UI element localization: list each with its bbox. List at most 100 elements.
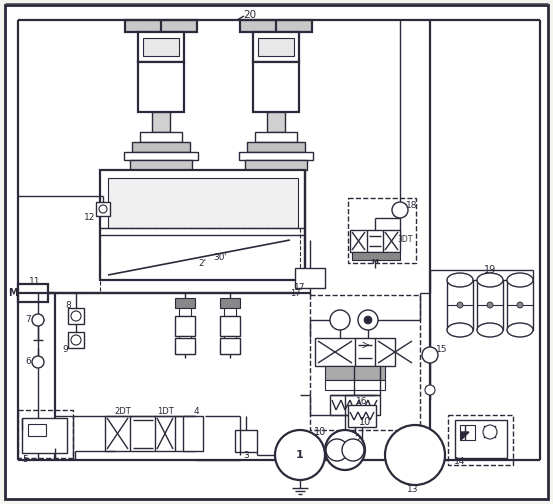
Text: 19: 19 xyxy=(484,265,496,275)
Bar xyxy=(330,395,380,415)
Circle shape xyxy=(325,430,365,470)
Text: 17: 17 xyxy=(294,283,306,292)
Bar xyxy=(124,152,198,160)
Bar xyxy=(18,410,73,458)
Bar xyxy=(68,308,84,324)
Text: 2': 2' xyxy=(198,259,206,268)
Polygon shape xyxy=(33,340,43,348)
Bar xyxy=(28,424,46,436)
Polygon shape xyxy=(461,432,469,440)
Bar xyxy=(348,405,376,427)
Text: 14: 14 xyxy=(455,458,466,467)
Bar xyxy=(138,32,184,62)
Bar xyxy=(258,38,294,56)
Ellipse shape xyxy=(477,273,503,287)
Bar xyxy=(253,62,299,112)
Bar xyxy=(105,416,195,451)
Bar xyxy=(477,280,503,330)
Text: 17: 17 xyxy=(290,288,300,297)
Text: M: M xyxy=(8,288,18,298)
Circle shape xyxy=(330,310,350,330)
Bar xyxy=(455,420,507,458)
Bar xyxy=(220,316,240,336)
Bar xyxy=(224,308,236,316)
Bar xyxy=(68,332,84,348)
Text: 10: 10 xyxy=(359,417,371,427)
Bar xyxy=(352,252,400,260)
Text: 7: 7 xyxy=(25,316,31,325)
Circle shape xyxy=(422,347,438,363)
Bar xyxy=(132,142,190,152)
Bar xyxy=(310,295,420,430)
Circle shape xyxy=(425,385,435,395)
Bar xyxy=(224,336,236,344)
Circle shape xyxy=(99,205,107,213)
Text: 1: 1 xyxy=(296,450,304,460)
Bar xyxy=(267,112,285,132)
Bar xyxy=(175,316,195,336)
Text: 16: 16 xyxy=(356,398,368,407)
Bar xyxy=(507,280,533,330)
Text: 10: 10 xyxy=(314,427,326,437)
Bar xyxy=(22,418,67,453)
Bar xyxy=(179,336,191,344)
Bar xyxy=(240,20,312,32)
Text: 5: 5 xyxy=(22,456,28,465)
Text: 4: 4 xyxy=(193,408,199,416)
Bar xyxy=(448,415,513,465)
Bar xyxy=(348,198,416,263)
Circle shape xyxy=(483,425,497,439)
Circle shape xyxy=(32,314,44,326)
Text: 6: 6 xyxy=(25,357,31,366)
Bar xyxy=(18,284,48,302)
Text: 30': 30' xyxy=(213,254,227,263)
Text: 18: 18 xyxy=(406,201,418,210)
Bar xyxy=(125,20,197,32)
Bar xyxy=(138,62,184,112)
Ellipse shape xyxy=(507,273,533,287)
Ellipse shape xyxy=(447,323,473,337)
Circle shape xyxy=(385,425,445,485)
Bar xyxy=(235,430,257,452)
Text: 3: 3 xyxy=(243,451,249,460)
Circle shape xyxy=(342,439,364,461)
Text: 11: 11 xyxy=(29,278,41,286)
Bar xyxy=(179,308,191,316)
Bar xyxy=(130,160,192,170)
Bar xyxy=(152,112,170,132)
Bar xyxy=(460,425,475,440)
Circle shape xyxy=(326,439,348,461)
Text: M: M xyxy=(372,259,378,265)
Text: 12: 12 xyxy=(84,214,96,222)
Bar xyxy=(175,298,195,308)
Bar xyxy=(295,268,325,288)
Bar xyxy=(325,380,385,390)
Bar xyxy=(247,142,305,152)
Circle shape xyxy=(358,310,378,330)
Circle shape xyxy=(517,302,523,308)
Text: 9: 9 xyxy=(62,346,68,354)
Text: 2: 2 xyxy=(354,435,360,445)
Text: 13: 13 xyxy=(407,485,419,494)
Bar xyxy=(100,170,305,280)
Bar xyxy=(140,132,182,142)
Bar xyxy=(108,178,298,228)
Circle shape xyxy=(275,430,325,480)
Bar xyxy=(245,160,307,170)
Circle shape xyxy=(487,302,493,308)
Bar xyxy=(350,230,400,252)
Bar xyxy=(447,280,473,330)
Bar xyxy=(255,132,297,142)
Text: 1DT: 1DT xyxy=(156,408,174,416)
Circle shape xyxy=(392,202,408,218)
Bar xyxy=(253,32,299,62)
Bar xyxy=(239,152,313,160)
Text: 8: 8 xyxy=(65,301,71,310)
Text: 2DT: 2DT xyxy=(114,408,132,416)
Bar xyxy=(220,344,240,354)
Bar xyxy=(315,338,395,366)
Bar xyxy=(175,338,195,354)
Bar xyxy=(220,298,240,308)
Circle shape xyxy=(71,311,81,321)
Bar xyxy=(220,338,240,354)
